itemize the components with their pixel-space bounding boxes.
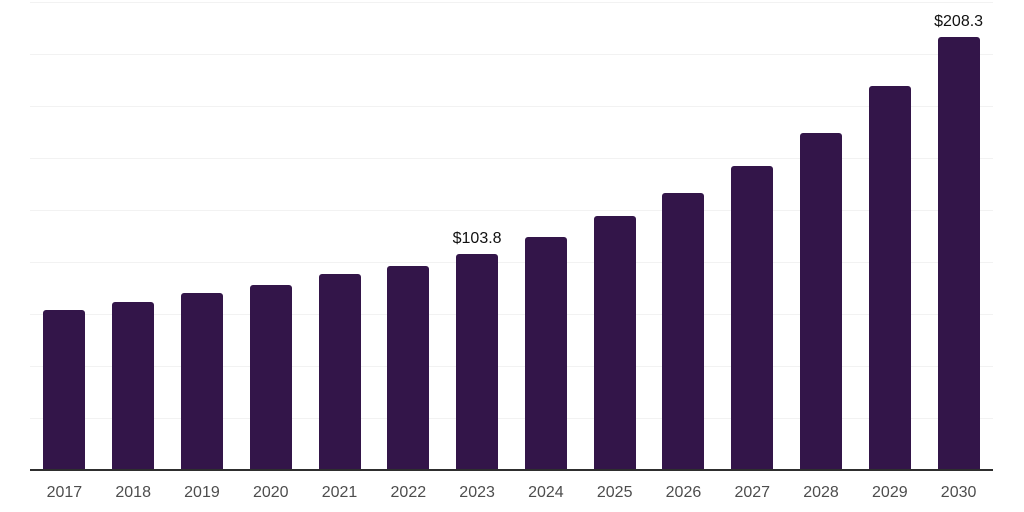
gridline-25 bbox=[30, 418, 993, 419]
gridline-100 bbox=[30, 262, 993, 263]
x-tick-label-2019: 2019 bbox=[184, 484, 220, 501]
gridline-75 bbox=[30, 314, 993, 315]
x-tick-label-2021: 2021 bbox=[321, 484, 358, 501]
x-tick-label-2026: 2026 bbox=[665, 484, 702, 501]
bar-2024 bbox=[524, 237, 567, 470]
x-tick-label-2024: 2024 bbox=[528, 484, 564, 501]
bar-2020 bbox=[249, 284, 292, 470]
gridline-225 bbox=[30, 2, 993, 3]
x-tick-label-2020: 2020 bbox=[252, 484, 289, 501]
x-tick-label-2018: 2018 bbox=[115, 484, 151, 501]
bar-2017 bbox=[43, 309, 86, 470]
x-tick-label-2029: 2029 bbox=[872, 484, 908, 501]
x-axis-line bbox=[30, 469, 993, 471]
bar-2019 bbox=[180, 293, 223, 470]
gridline-200 bbox=[30, 54, 993, 55]
gridline-50 bbox=[30, 366, 993, 367]
bar-2025 bbox=[593, 216, 636, 470]
bar-2026 bbox=[662, 193, 705, 470]
x-tick-label-2017: 2017 bbox=[46, 484, 83, 501]
x-tick-label-2028: 2028 bbox=[803, 484, 839, 501]
bar-2029 bbox=[868, 86, 911, 470]
x-tick-label-2030: 2030 bbox=[940, 484, 977, 501]
x-tick-label-2025: 2025 bbox=[596, 484, 633, 501]
gridline-125 bbox=[30, 210, 993, 211]
bar-2028 bbox=[800, 133, 843, 470]
bar-2021 bbox=[318, 274, 361, 470]
bar-2022 bbox=[387, 266, 430, 470]
bar-2027 bbox=[731, 166, 774, 470]
bar-2030 bbox=[937, 36, 980, 470]
gridline-150 bbox=[30, 158, 993, 159]
gridline-175 bbox=[30, 106, 993, 107]
bar-value-label-2030: $208.3 bbox=[934, 12, 984, 30]
x-tick-label-2027: 2027 bbox=[734, 484, 771, 501]
bar-value-label-2023: $103.8 bbox=[452, 230, 502, 248]
bar-2018 bbox=[112, 301, 155, 470]
x-tick-label-2023: 2023 bbox=[459, 484, 495, 501]
bar-2023 bbox=[456, 254, 499, 470]
x-tick-label-2022: 2022 bbox=[390, 484, 427, 501]
